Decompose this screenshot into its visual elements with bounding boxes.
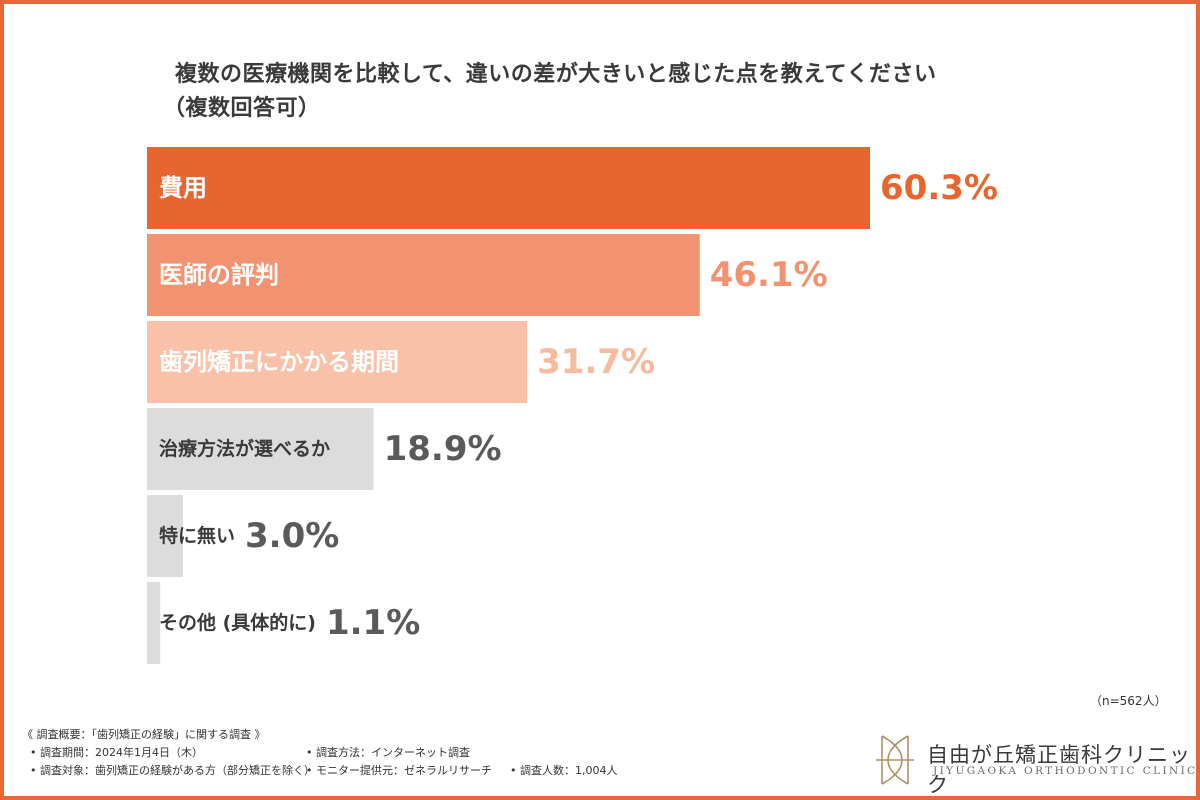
category-label-3: 治療方法が選べるか [159,437,330,460]
category-label-0: 費用 [159,174,207,202]
monitor-provider: • モニター提供元：ゼネラルリサーチ [306,764,492,777]
chart-title: 複数の医療機関を比較して、違いの差が大きいと感じた点を教えてください （複数回答… [163,58,937,126]
survey-title: 《 調査概要：「歯列矯正の経験」に関する調査 》 [22,728,266,741]
value-label-4: 3.0% [245,516,339,556]
clinic-name-jp: 自由が丘矯正歯科クリニック [927,743,1191,797]
survey-period: • 調査期間：2024年1月4日（木） [30,746,203,759]
category-label-2: 歯列矯正にかかる期間 [159,348,399,376]
survey-method: • 調査方法：インターネット調査 [306,746,470,759]
chart-title-text: 複数の医療機関を比較して、違いの差が大きいと感じた点を教えてください [175,62,937,87]
bar-chart: 費用 60.3% 医師の評判 46.1% 歯列矯正にかかる期間 31.7% 治療方法が選べる… [147,147,998,664]
bar-1 [147,234,700,316]
sample-size-note: （n=562人） [1090,694,1167,708]
bar-5 [147,582,161,664]
value-label-3: 18.9% [384,429,502,469]
bar-3 [147,408,374,490]
value-label-5: 1.1% [326,603,420,643]
value-label-1: 46.1% [710,255,828,295]
clinic-logo-icon [876,735,914,785]
bar-2 [147,321,528,403]
bar-0 [147,147,870,229]
survey-count: • 調査人数：1,004人 [510,764,618,777]
clinic-name-en: JIYUGAOKA ORTHODONTIC CLINIC [933,765,1198,777]
category-label-4: 特に無い [159,524,235,547]
bar-4 [147,495,183,577]
category-label-1: 医師の評判 [159,261,279,289]
value-label-2: 31.7% [537,342,655,382]
value-label-0: 60.3% [880,168,998,208]
category-label-5: その他 (具体的に) [159,611,316,634]
chart-subtitle: （複数回答可） [163,96,321,122]
survey-target: • 調査対象：歯列矯正の経験がある方（部分矯正を除く） [30,764,315,777]
